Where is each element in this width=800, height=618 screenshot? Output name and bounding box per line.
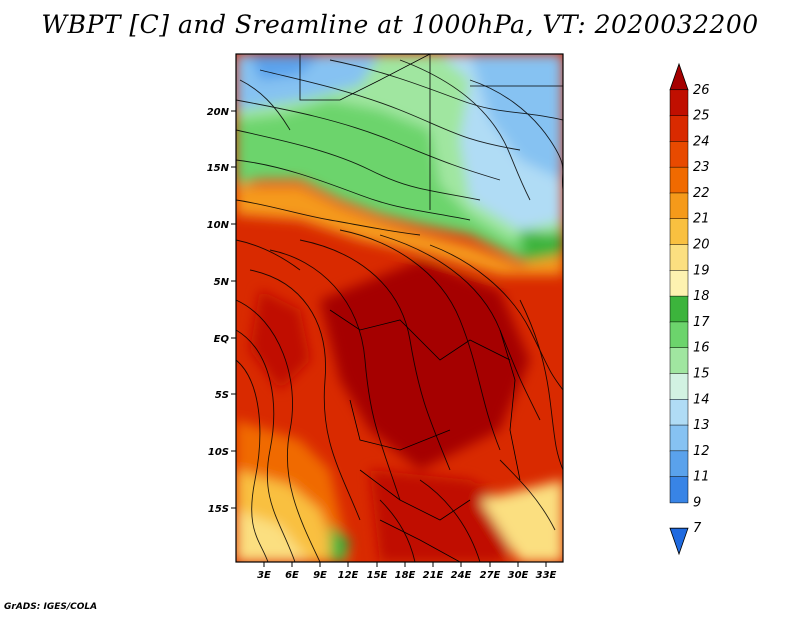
lon-label: 12E <box>338 570 359 581</box>
map-frame <box>235 53 564 563</box>
colorbar-label: 26 <box>693 83 710 98</box>
colorbar-swatch <box>669 166 689 194</box>
colorbar-label: 24 <box>693 134 710 149</box>
colorbar-label: 22 <box>693 186 710 201</box>
colorbar-swatch <box>669 399 689 426</box>
colorbar-label: 9 <box>693 495 701 510</box>
colorbar-arrow-top <box>669 62 689 91</box>
colorbar-label: 19 <box>693 263 710 278</box>
lon-axis: 3E 6E 9E 12E 15E 18E 21E 24E 27E 30E 33E <box>257 562 557 581</box>
wbpt-field <box>236 54 563 562</box>
lon-label: 18E <box>395 570 416 581</box>
colorbar-label: 23 <box>693 160 710 175</box>
lat-label: 15S <box>208 504 229 515</box>
colorbar-swatch <box>669 295 689 323</box>
colorbar-arrow-bottom <box>669 527 689 556</box>
colorbar-label: 12 <box>693 444 710 459</box>
colorbar-swatch <box>669 270 689 297</box>
lon-label: 6E <box>285 570 299 581</box>
colorbar-swatch <box>669 347 689 375</box>
lon-label: 21E <box>423 570 444 581</box>
colorbar-swatch <box>669 115 689 143</box>
colorbar-swatch <box>669 192 689 220</box>
lat-label: 15N <box>207 163 230 174</box>
lat-label: 10S <box>208 447 229 458</box>
colorbar-swatch <box>669 450 689 478</box>
colorbar-label: 16 <box>693 341 710 356</box>
lon-label: 9E <box>313 570 327 581</box>
credit-text: GrADS: IGES/COLA <box>4 602 98 612</box>
colorbar-label: 17 <box>693 315 710 330</box>
colorbar-swatch <box>669 141 689 168</box>
country-borders <box>299 54 563 562</box>
colorbar-swatch <box>669 244 689 272</box>
colorbar-label: 7 <box>693 521 702 536</box>
colorbar-label: 15 <box>693 366 710 381</box>
colorbar-label: 25 <box>693 109 710 124</box>
colorbar-label: 13 <box>693 418 710 433</box>
lon-label: 24E <box>451 570 472 581</box>
lat-label: 10N <box>207 220 230 231</box>
colorbar-swatch <box>669 424 689 452</box>
colorbar: 26 25 24 23 22 21 20 19 18 17 16 15 14 13 12 11 9 7 <box>669 62 710 556</box>
lon-label: 30E <box>508 570 529 581</box>
lon-label: 33E <box>536 570 557 581</box>
lon-label: 3E <box>257 570 271 581</box>
lon-label: 15E <box>367 570 388 581</box>
colorbar-label: 21 <box>693 212 710 227</box>
lat-axis: 20N 15N 10N 5N EQ 5S 10S 15S <box>207 107 236 515</box>
lon-label: 27E <box>480 570 501 581</box>
colorbar-swatch <box>669 476 689 504</box>
colorbar-swatch <box>669 373 689 401</box>
colorbar-label: 11 <box>693 470 710 485</box>
map-title: WBPT [C] and Sreamline at 1000hPa, VT: 2… <box>41 10 759 39</box>
colorbar-label: 20 <box>693 238 710 253</box>
lat-label: 5N <box>214 277 230 288</box>
colorbar-swatch <box>669 218 689 246</box>
lat-label: EQ <box>214 334 230 345</box>
colorbar-label: 18 <box>693 289 710 304</box>
colorbar-swatch <box>669 89 689 117</box>
colorbar-label: 14 <box>693 392 710 407</box>
colorbar-swatch <box>669 321 689 349</box>
lat-label: 5S <box>215 390 229 401</box>
lat-label: 20N <box>207 107 230 118</box>
